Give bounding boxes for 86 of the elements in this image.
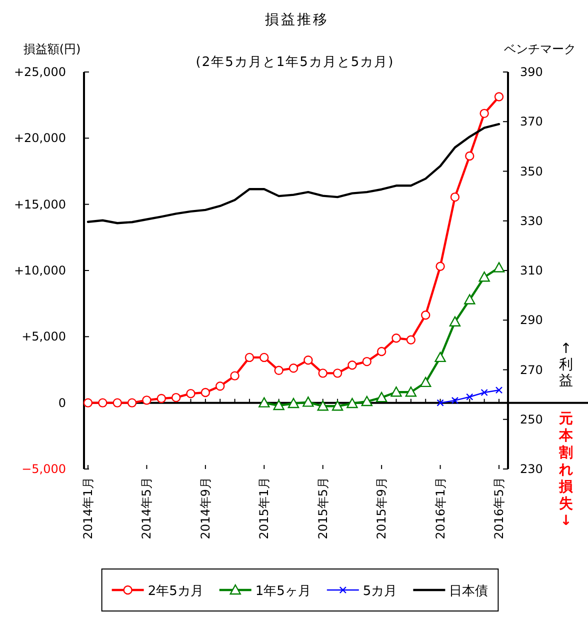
point: [493, 262, 505, 272]
point: [449, 316, 461, 326]
y2-tick-label: 310: [520, 264, 543, 278]
point: [421, 310, 430, 320]
point: [466, 393, 474, 400]
x-tick-label: 2016年5月: [492, 477, 506, 540]
y2-tick-label: 390: [520, 65, 543, 79]
point: [405, 386, 417, 397]
y-tick-label: 0: [58, 396, 66, 410]
point: [288, 364, 298, 373]
y-tick-label: +15,000: [14, 197, 66, 212]
point: [346, 398, 358, 408]
x-tick-label: 2015年5月: [316, 477, 330, 540]
y2-tick-label: 350: [520, 164, 543, 178]
point: [304, 355, 313, 365]
x-tick-label: 2016年1月: [433, 477, 448, 540]
x-tick-label: 2015年1月: [257, 477, 272, 540]
x-tick-label: 2014年1月: [81, 477, 95, 540]
x-tick-label: 2015年9月: [374, 477, 389, 540]
point: [348, 360, 357, 370]
point: [406, 335, 416, 344]
y2-tick-label: 270: [520, 362, 543, 377]
point: [332, 400, 344, 411]
point: [451, 396, 459, 404]
y2-tick-label: 230: [520, 462, 543, 476]
y2-tick-label: 370: [520, 114, 543, 129]
point: [392, 334, 401, 343]
point: [274, 366, 284, 376]
point: [390, 386, 402, 397]
point: [436, 399, 444, 406]
point: [478, 272, 490, 282]
point: [230, 371, 240, 380]
point: [376, 346, 386, 356]
point: [480, 108, 489, 118]
point: [465, 151, 474, 161]
point: [216, 382, 225, 391]
text: 元本割れ損失↓: [558, 410, 574, 529]
y2-tick-label: 290: [520, 313, 543, 328]
point: [450, 192, 460, 202]
point: [288, 398, 300, 408]
point: [258, 397, 270, 408]
point: [260, 352, 269, 362]
point: [434, 352, 446, 362]
point: [98, 398, 108, 408]
point: [200, 388, 210, 398]
point: [332, 368, 342, 378]
point: [494, 92, 504, 102]
y2-tick-label: 330: [520, 214, 543, 228]
chart-subtitle: (2年5カ月と1年5カ月と5カ月): [196, 55, 394, 70]
point: [362, 356, 372, 366]
point: [436, 262, 445, 271]
point: [156, 394, 166, 404]
y-tick-label: +25,000: [14, 65, 66, 79]
legend-label: 日本債: [449, 584, 488, 599]
point: [142, 396, 152, 405]
point: [186, 388, 196, 398]
legend-label: 2年5カ月: [148, 584, 204, 599]
y-tick-label: +10,000: [14, 264, 66, 278]
legend-label: 1年5ヶ月: [255, 584, 311, 599]
point: [495, 386, 503, 394]
point: [302, 396, 314, 407]
point: [480, 388, 488, 396]
point: [420, 376, 432, 388]
x-tick-label: 2014年5月: [140, 477, 154, 540]
point: [244, 352, 254, 362]
y-tick-label: +20,000: [14, 131, 66, 146]
text: ↑利益: [559, 340, 573, 389]
point: [83, 398, 93, 408]
point: [464, 294, 476, 304]
point: [112, 398, 122, 408]
y-tick-label: −5,000: [22, 462, 66, 476]
point: [317, 400, 328, 411]
y-tick-label: +5,000: [22, 330, 66, 344]
point: [171, 392, 181, 402]
point: [318, 368, 328, 378]
point: [376, 392, 388, 402]
y-axis-title: 損益額(円): [23, 42, 81, 56]
chart-title: 損益推移: [265, 12, 329, 28]
y2-tick-label: 250: [520, 412, 543, 426]
y2-axis-title: ベンチマーク: [504, 42, 576, 56]
line-series: [86, 123, 500, 224]
legend-label: 5カ月: [362, 584, 398, 599]
point: [361, 396, 372, 406]
point: [273, 400, 284, 410]
x-tick-label: 2014年9月: [198, 477, 212, 540]
point: [127, 398, 137, 408]
